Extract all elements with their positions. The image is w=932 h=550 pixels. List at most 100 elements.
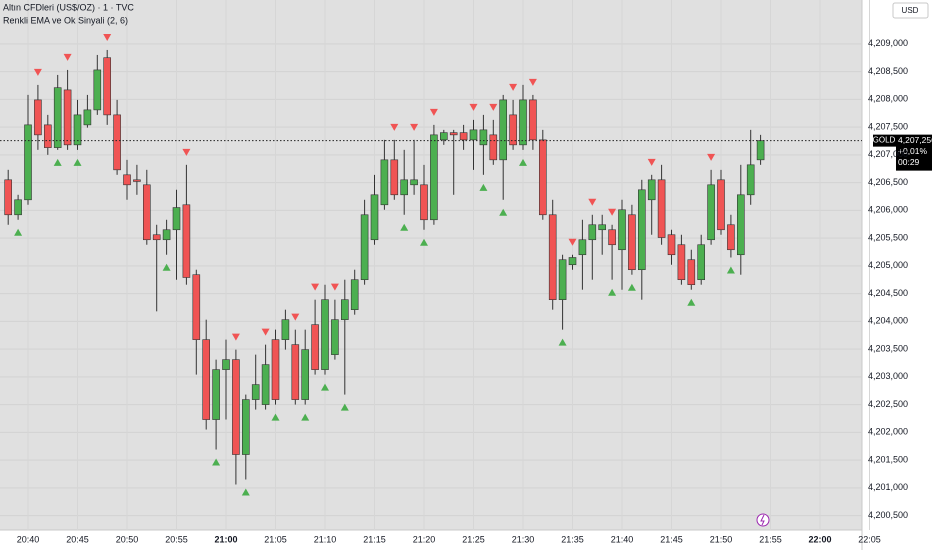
sell-arrow [410,123,419,131]
price-axis-background [862,0,932,550]
last-price: 4,207,256 [898,135,932,145]
time-axis-background [0,530,862,550]
candle-body [449,132,458,136]
candle-body [628,214,636,271]
buy-arrow [301,413,310,421]
candle-body [598,224,607,231]
x-tick-label: 21:25 [462,534,485,544]
candle-body [73,114,82,146]
y-tick-label: 4,206,000 [868,205,908,215]
y-tick-label: 4,202,000 [868,427,908,437]
candle-body [24,124,32,201]
buy-arrow [627,283,636,291]
candle-body [281,319,290,340]
sell-arrow [528,78,537,86]
buy-arrow [241,488,250,496]
candle-body [321,299,329,370]
sell-arrow [429,108,438,116]
candle-body [182,204,191,278]
y-tick-label: 4,200,500 [868,510,908,520]
x-tick-label: 21:20 [413,534,436,544]
buy-arrow [212,458,221,466]
sell-arrow [33,68,42,76]
candle-body [687,259,696,286]
sell-arrow [103,33,112,41]
candle-body [34,99,42,136]
symbol-box [873,134,896,147]
candle-body [479,129,488,146]
buy-arrow [73,158,82,166]
candle-body [331,319,339,355]
candle-body [261,364,270,405]
candle-body [93,69,102,111]
sell-arrow [330,283,339,291]
candle-body [529,99,537,141]
x-tick-label: 20:40 [17,534,40,544]
currency-box[interactable] [892,2,929,19]
y-tick-label: 4,205,500 [868,232,908,242]
event-icon[interactable] [756,513,770,527]
candle-body [232,359,240,455]
sell-arrow [291,313,300,321]
candle-body [430,134,438,221]
buy-arrow [400,223,409,231]
candle-body [43,124,52,148]
buy-arrow [420,238,428,246]
candle-body [370,194,379,241]
candle-body [746,164,755,196]
x-tick-label: 21:40 [611,534,634,544]
buy-arrow [321,383,329,391]
candle-body [489,134,498,161]
candle-body [202,339,210,420]
buy-arrow [162,263,171,271]
candle-body [439,132,448,141]
event-icon-bolt [760,514,765,526]
candle-body [727,224,735,251]
sell-arrow [182,148,191,156]
symbol: GOLD [873,136,896,145]
candle-body [53,87,62,148]
candle-body [538,139,547,216]
x-tick-label: 20:55 [165,534,188,544]
buy-arrow [608,288,617,296]
y-tick-label: 4,203,500 [868,343,908,353]
plot-background [0,0,862,530]
candle-body [459,132,468,141]
candle-body [390,159,399,196]
indicator-title: Renkli EMA ve Ok Sinyali (2, 6) [3,15,128,25]
candle-body [756,140,765,161]
candle-body [410,179,418,186]
candle-body [677,244,686,281]
sell-arrow [509,83,518,91]
candle-body [400,179,409,196]
candle-body [113,114,121,171]
buy-arrow [726,266,735,274]
price-box [896,134,932,171]
candle-body [548,214,557,300]
currency[interactable]: USD [902,6,919,15]
candle-body [360,214,369,281]
candle-body [14,199,22,216]
candle-body [63,89,72,146]
buy-arrow [340,403,349,411]
candle-body [143,184,151,241]
buy-arrow [499,208,508,216]
candle-body [420,184,428,221]
candle-body [192,274,201,340]
countdown: 00:29 [898,157,920,167]
y-tick-label: 4,204,000 [868,316,908,326]
sell-arrow [261,328,270,336]
change: +0,01% [898,146,928,156]
candle-body [568,257,577,266]
candle-body [697,244,706,281]
candle-body [578,239,587,256]
candle-body [291,344,300,400]
y-tick-label: 4,208,000 [868,94,908,104]
candle-body [588,224,597,241]
y-tick-label: 4,207,500 [868,121,908,131]
sell-arrow [489,103,498,111]
candle-body [380,159,389,206]
candle-body [469,129,478,141]
candle-body [509,114,517,146]
